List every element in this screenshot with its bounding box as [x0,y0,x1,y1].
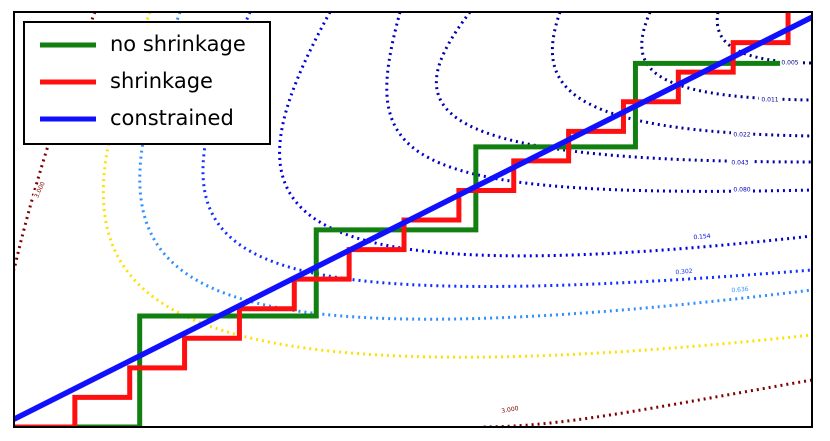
contour-label: 0.043 [731,160,748,167]
series-line [14,14,812,422]
contour-label: 0.022 [733,132,750,139]
contour [435,12,812,164]
legend-label: no shrinkage [110,32,246,56]
contour [385,12,812,193]
contour [640,12,812,102]
contour-label-bg [31,178,49,202]
contour-label-bg [672,267,696,277]
contour-label-bg [729,159,751,167]
contour-label-bg [779,59,801,67]
contour-label: 0.080 [733,187,750,194]
contour [201,12,812,288]
contour-label: 0.011 [761,97,778,104]
contour [278,12,812,258]
contour-label-bg [731,131,753,139]
contour-label-bg [759,96,781,104]
lines [14,13,812,427]
legend: no shrinkage shrinkage constrained [23,21,271,145]
contour-label: 0.636 [731,286,749,294]
contour-label-bg [731,186,753,194]
contour-label: 0.302 [675,268,693,276]
legend-label: shrinkage [110,69,213,93]
contour-label: 3.000 [501,405,519,415]
contour-label-bg [690,232,714,242]
plot-frame [13,11,813,428]
legend-label: constrained [110,106,234,130]
contour-label-bg [728,285,752,295]
contour-label-bg [498,404,522,416]
contour-label: 0.154 [693,233,711,241]
contour-label: 0.005 [781,60,798,67]
